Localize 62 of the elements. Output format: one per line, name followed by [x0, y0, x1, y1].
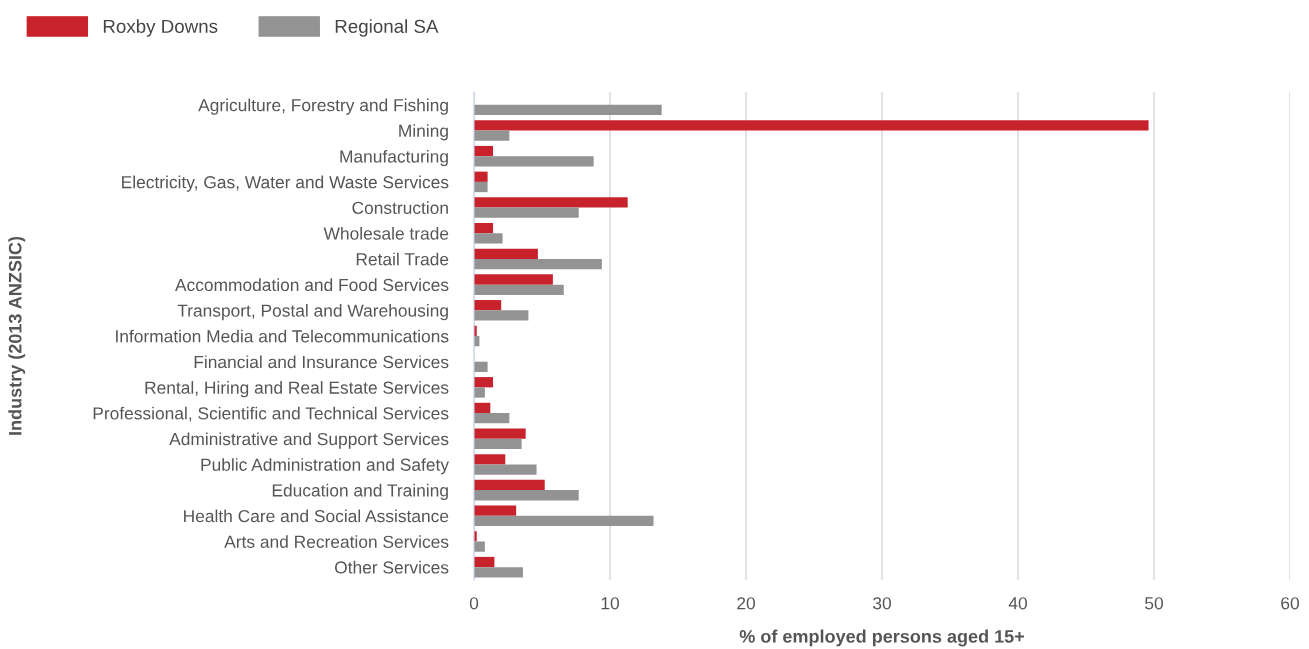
- x-tick-label: 20: [737, 597, 755, 610]
- bar: [474, 258, 602, 270]
- bar: [474, 222, 494, 234]
- y-tick-label: Other Services: [335, 560, 449, 574]
- bar: [474, 104, 662, 116]
- x-tick-label: 0: [469, 597, 479, 610]
- bar: [474, 284, 564, 295]
- bar: [474, 310, 529, 321]
- bar: [474, 464, 537, 475]
- y-tick-label: Information Media and Telecommunications: [116, 329, 449, 343]
- bar: [474, 541, 485, 552]
- y-tick-label: Electricity, Gas, Water and Waste Services: [122, 175, 449, 192]
- y-tick-label: Construction: [352, 201, 448, 215]
- bar: [474, 428, 526, 439]
- bar: [474, 120, 1149, 131]
- legend-label: Roxby Downs: [103, 19, 218, 37]
- bar: [474, 197, 628, 208]
- bar: [474, 438, 522, 450]
- bar: [474, 207, 579, 218]
- bar: [474, 377, 494, 388]
- bar: [474, 387, 485, 398]
- x-axis-title: % of employed persons aged 15+: [739, 629, 1025, 647]
- bar: [474, 413, 510, 424]
- bar: [474, 156, 594, 167]
- bar: [474, 505, 517, 516]
- y-axis-title: Industry (2013 ANZSIC): [8, 236, 26, 435]
- bar: [474, 181, 488, 193]
- bar: [474, 300, 502, 311]
- y-tick-label: Mining: [399, 124, 448, 141]
- legend-label: Regional SA: [335, 19, 439, 37]
- bar: [474, 556, 495, 568]
- bar: [474, 490, 579, 501]
- y-tick-label: Wholesale trade: [323, 226, 449, 240]
- y-tick-label: Education and Training: [272, 483, 448, 500]
- x-tick-label: 40: [1008, 597, 1027, 610]
- x-tick-label: 30: [873, 597, 891, 610]
- y-tick-label: Transport, Postal and Warehousing: [177, 304, 448, 321]
- bar: [474, 274, 553, 285]
- bar: [474, 361, 488, 372]
- bar: [474, 171, 488, 182]
- y-tick-label: Manufacturing: [340, 149, 448, 167]
- y-tick-label: Accommodation and Food Services: [175, 278, 449, 292]
- y-tick-label: Administrative and Support Services: [169, 432, 449, 449]
- bar: [474, 145, 494, 157]
- y-tick-label: Financial and Insurance Services: [194, 355, 449, 369]
- y-tick-label: Professional, Scientific and Technical Services: [93, 406, 449, 422]
- y-tick-label: Retail Trade: [356, 252, 449, 266]
- x-tick-label: 50: [1145, 597, 1163, 610]
- bar: [474, 567, 523, 578]
- y-tick-label: Health Care and Social Assistance: [184, 509, 449, 523]
- y-tick-label: Public Administration and Safety: [201, 458, 449, 475]
- y-tick-label: Agriculture, Forestry and Fishing: [198, 98, 448, 115]
- y-tick-label: Arts and Recreation Services: [224, 535, 449, 548]
- bar: [474, 233, 503, 244]
- bar: [474, 515, 654, 527]
- x-tick-label: 10: [601, 597, 619, 610]
- x-tick-label: 60: [1281, 597, 1299, 610]
- bar: [474, 454, 506, 465]
- bar: [474, 130, 510, 141]
- bar: [474, 248, 538, 259]
- bar: [474, 479, 545, 491]
- y-tick-label: Rental, Hiring and Real Estate Services: [145, 381, 449, 398]
